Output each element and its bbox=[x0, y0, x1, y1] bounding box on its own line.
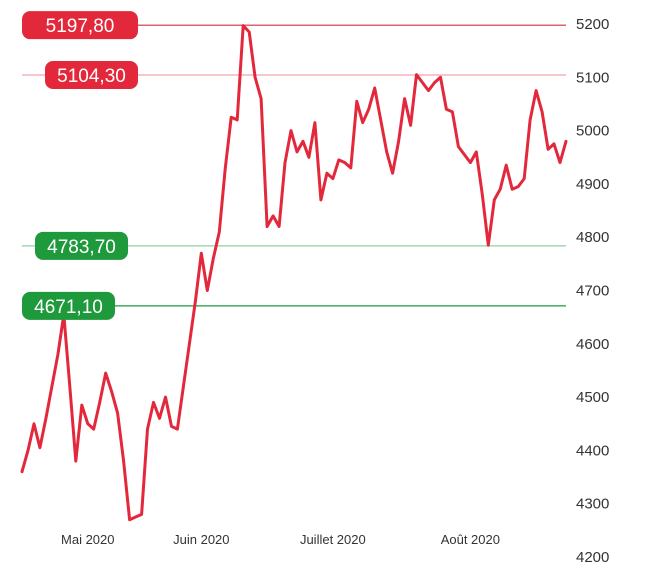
price-line bbox=[20, 24, 568, 522]
y-tick-label: 4400 bbox=[576, 442, 609, 459]
badge-background bbox=[45, 61, 138, 90]
y-tick-label: 4800 bbox=[576, 229, 609, 246]
resistance-badge-0: 5197,80 bbox=[22, 11, 138, 40]
y-tick-label: 4700 bbox=[576, 283, 609, 300]
badge-background bbox=[22, 11, 138, 40]
y-tick-label: 5200 bbox=[576, 16, 609, 33]
x-tick-label: Mai 2020 bbox=[61, 532, 114, 547]
price-series bbox=[20, 24, 568, 522]
y-tick-label: 4500 bbox=[576, 389, 609, 406]
level-badges: 5197,80 5104,30 4783,70 4671,10 bbox=[22, 11, 138, 320]
badge-label: 5104,30 bbox=[57, 66, 126, 87]
resistance-badge-1: 5104,30 bbox=[45, 61, 138, 90]
y-tick-label: 4300 bbox=[576, 496, 609, 513]
support-badge-2: 4783,70 bbox=[35, 231, 128, 260]
badge-label: 5197,80 bbox=[46, 16, 115, 37]
y-tick-label: 5100 bbox=[576, 69, 609, 86]
y-tick-label: 4200 bbox=[576, 549, 609, 566]
badge-background bbox=[22, 291, 115, 320]
badge-label: 4783,70 bbox=[47, 237, 116, 258]
support-badge-3: 4671,10 bbox=[22, 291, 115, 320]
y-tick-label: 4900 bbox=[576, 176, 609, 193]
x-tick-label: Juin 2020 bbox=[173, 532, 229, 547]
y-axis: 5200 5100 5000 4900 4800 4700 4600 4500 4400 4300… bbox=[576, 16, 609, 566]
badge-background bbox=[35, 231, 128, 260]
x-tick-label: Août 2020 bbox=[441, 532, 500, 547]
x-axis: Mai 2020 Juin 2020 Juillet 2020 Août 2020 bbox=[61, 532, 500, 547]
y-tick-label: 4600 bbox=[576, 336, 609, 353]
badge-label: 4671,10 bbox=[34, 297, 103, 318]
x-tick-label: Juillet 2020 bbox=[300, 532, 366, 547]
y-tick-label: 5000 bbox=[576, 123, 609, 140]
